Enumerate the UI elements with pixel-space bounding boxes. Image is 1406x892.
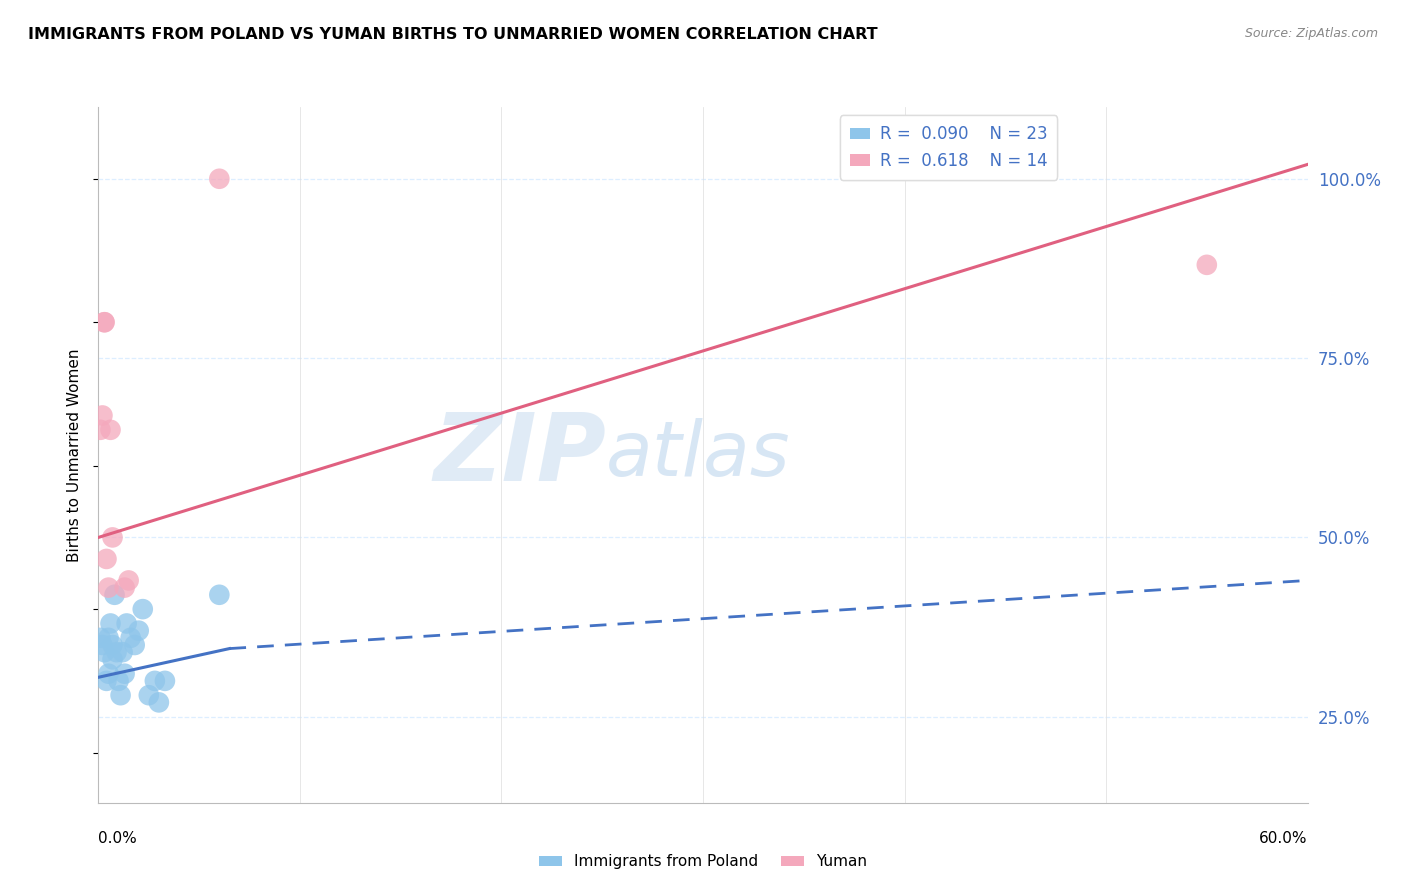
Point [153,673,176,688]
Text: IMMIGRANTS FROM POLAND VS YUMAN BIRTHS TO UNMARRIED WOMEN CORRELATION CHART: IMMIGRANTS FROM POLAND VS YUMAN BIRTHS T… [28,27,877,42]
Point [118,574,141,588]
Point [101,652,124,666]
Point [105,645,128,659]
Point [101,530,124,544]
Point [100,616,122,631]
Point [96,673,118,688]
Point [96,552,118,566]
Point [143,673,166,688]
Text: ZIP: ZIP [433,409,606,501]
Point [100,423,122,437]
Point [124,638,146,652]
Point [208,588,231,602]
Point [97,666,120,681]
Point [89,423,111,437]
Point [111,645,134,659]
Point [89,631,111,645]
Y-axis label: Births to Unmarried Women: Births to Unmarried Women [67,348,83,562]
Text: 0.0%: 0.0% [98,831,138,847]
Point [110,688,132,702]
Point [120,631,142,645]
Legend: Immigrants from Poland, Yuman: Immigrants from Poland, Yuman [533,848,873,875]
Point [114,581,136,595]
Point [1195,258,1218,272]
Point [97,581,120,595]
Point [93,645,115,659]
Point [115,616,138,631]
Point [114,666,136,681]
Point [97,631,120,645]
Point [288,817,311,831]
Point [148,695,170,709]
Point [93,315,115,329]
Text: atlas: atlas [606,418,790,491]
Point [91,409,114,423]
Text: Source: ZipAtlas.com: Source: ZipAtlas.com [1244,27,1378,40]
Point [91,638,114,652]
Text: 60.0%: 60.0% [1260,831,1308,847]
Point [208,171,231,186]
Point [138,688,160,702]
Legend: R =  0.090    N = 23, R =  0.618    N = 14: R = 0.090 N = 23, R = 0.618 N = 14 [839,115,1057,179]
Point [103,588,125,602]
Point [101,638,124,652]
Point [93,315,115,329]
Point [128,624,150,638]
Point [132,602,155,616]
Point [107,673,129,688]
